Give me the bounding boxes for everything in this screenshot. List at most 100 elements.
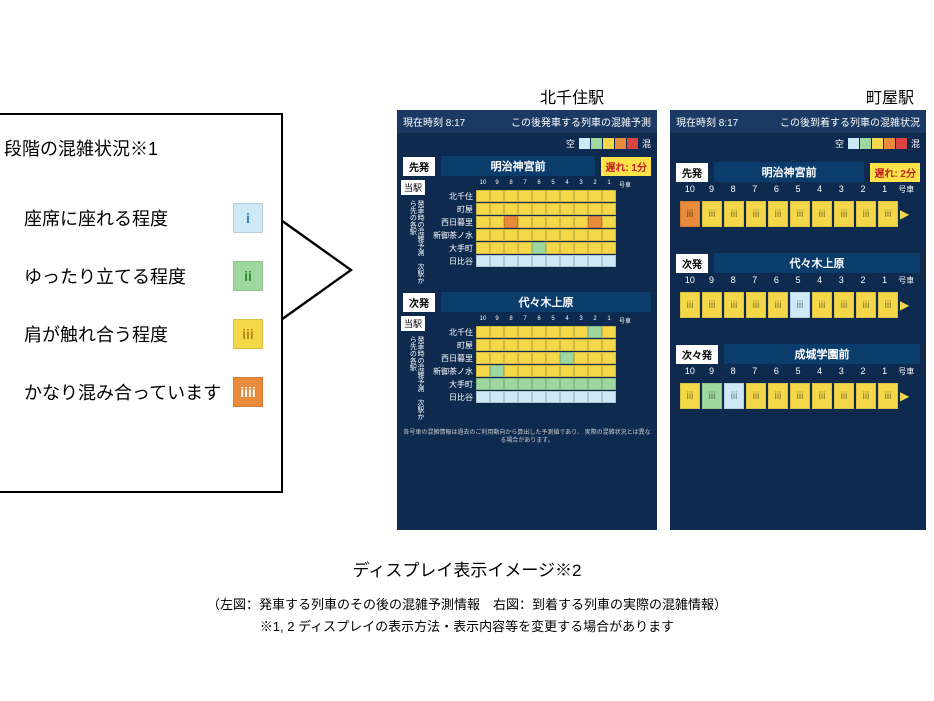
scale-full: 混 <box>911 137 920 150</box>
left-panel-label: 北千住駅 <box>540 84 604 108</box>
car-cell <box>518 190 532 202</box>
car-number: 6 <box>532 316 546 325</box>
station-row: 町屋 <box>429 203 653 215</box>
car-cell <box>476 255 490 267</box>
car-cell <box>602 326 616 338</box>
car-cell <box>518 242 532 254</box>
car-cell <box>490 339 504 351</box>
scale-swatch <box>603 138 614 149</box>
car-cell <box>490 391 504 403</box>
station-name: 北千住 <box>429 327 473 338</box>
caption-sub1: （左図：発車する列車のその後の混雑予測情報 右図：到着する列車の実際の混雑情報） <box>0 594 934 613</box>
car-number: 10 <box>680 366 700 377</box>
car-cell <box>574 339 588 351</box>
car-cell: iii <box>812 383 832 409</box>
car-number: 8 <box>723 275 743 286</box>
scale-full: 混 <box>642 137 651 150</box>
car-cell <box>490 378 504 390</box>
car-cell <box>560 352 574 364</box>
car-cell: iii <box>834 201 854 227</box>
car-number: 2 <box>853 184 873 195</box>
station-name: 日比谷 <box>429 256 473 267</box>
car-cell: iii <box>746 292 766 318</box>
right-panel-header: 現在時刻 8:17 この後到着する列車の混雑状況 <box>670 110 926 133</box>
departure-tag: 次々発 <box>676 345 718 364</box>
car-cell <box>574 255 588 267</box>
car-cell <box>476 229 490 241</box>
car-cell: iii <box>768 383 788 409</box>
car-number: 8 <box>723 366 743 377</box>
car-cell <box>574 229 588 241</box>
car-cell <box>518 339 532 351</box>
right-time: 現在時刻 8:17 <box>676 114 738 129</box>
train-section: 先発 明治神宮前 遅れ: 1分当駅 発車時の混雑予測 次駅から先の各駅10987… <box>397 154 657 290</box>
station-row: 新御茶ノ水 <box>429 229 653 241</box>
car-cell: iii <box>702 201 722 227</box>
car-cell <box>476 365 490 377</box>
left-footnote: 各号車の混雑情報は過去のご利用動向から算出した予測値であり、 実際の混雑状況とは… <box>397 426 657 452</box>
congestion-level-icon: iii <box>233 319 263 349</box>
car-cell: iii <box>746 201 766 227</box>
car-cell <box>546 190 560 202</box>
car-cell <box>546 391 560 403</box>
car-cell <box>546 242 560 254</box>
scale-swatch <box>896 138 907 149</box>
car-number: 3 <box>574 180 588 189</box>
destination: 代々木上原 <box>714 253 920 273</box>
station-name: 西日暮里 <box>429 217 473 228</box>
left-header-text: この後発車する列車の混雑予測 <box>511 114 651 129</box>
car-cell <box>546 216 560 228</box>
car-cell: iii <box>680 201 700 227</box>
car-cell <box>532 216 546 228</box>
car-cell <box>490 216 504 228</box>
station-name: 日比谷 <box>429 392 473 403</box>
legend-text: 肩が触れ合う程度 <box>24 321 168 347</box>
scale-swatch <box>848 138 859 149</box>
legend-title: 段階の混雑状況※1 <box>0 135 271 161</box>
arriving-train: 先発 明治神宮前 遅れ: 2分10987654321号車iiiiiiiiiiii… <box>670 160 926 233</box>
congestion-level-icon: ii <box>233 261 263 291</box>
car-cell <box>574 190 588 202</box>
station-row: 大手町 <box>429 378 653 390</box>
car-cell: iii <box>768 201 788 227</box>
car-cell <box>574 242 588 254</box>
car-cell <box>574 365 588 377</box>
car-cell <box>476 378 490 390</box>
scale-empty: 空 <box>835 137 844 150</box>
car-cell: iii <box>768 292 788 318</box>
car-number: 5 <box>788 184 808 195</box>
car-cell <box>602 391 616 403</box>
car-cell <box>532 391 546 403</box>
station-name: 西日暮里 <box>429 353 473 364</box>
car-cell: iii <box>856 201 876 227</box>
car-cell <box>588 242 602 254</box>
speech-pointer <box>283 220 353 320</box>
destination: 明治神宮前 <box>714 162 864 182</box>
departure-tag: 次発 <box>403 293 435 312</box>
station-row: 大手町 <box>429 242 653 254</box>
scale-swatch <box>615 138 626 149</box>
car-cell: iii <box>856 383 876 409</box>
scale-swatch <box>872 138 883 149</box>
car-number: 3 <box>831 184 851 195</box>
destination: 代々木上原 <box>441 292 651 312</box>
car-cell: iii <box>812 292 832 318</box>
car-number: 9 <box>490 316 504 325</box>
car-cell <box>504 326 518 338</box>
station-row: 北千住 <box>429 190 653 202</box>
car-number: 2 <box>853 275 873 286</box>
station-row: 北千住 <box>429 326 653 338</box>
car-cell <box>504 190 518 202</box>
car-cell <box>588 339 602 351</box>
car-cell <box>532 229 546 241</box>
station-name: 新御茶ノ水 <box>429 230 473 241</box>
car-cell <box>532 378 546 390</box>
scale-swatches <box>579 138 638 149</box>
car-cell <box>532 365 546 377</box>
car-cell <box>504 391 518 403</box>
car-cell: iii <box>680 383 700 409</box>
car-cell: iii <box>834 292 854 318</box>
car-cell <box>560 255 574 267</box>
car-cell <box>476 339 490 351</box>
car-cell <box>602 339 616 351</box>
